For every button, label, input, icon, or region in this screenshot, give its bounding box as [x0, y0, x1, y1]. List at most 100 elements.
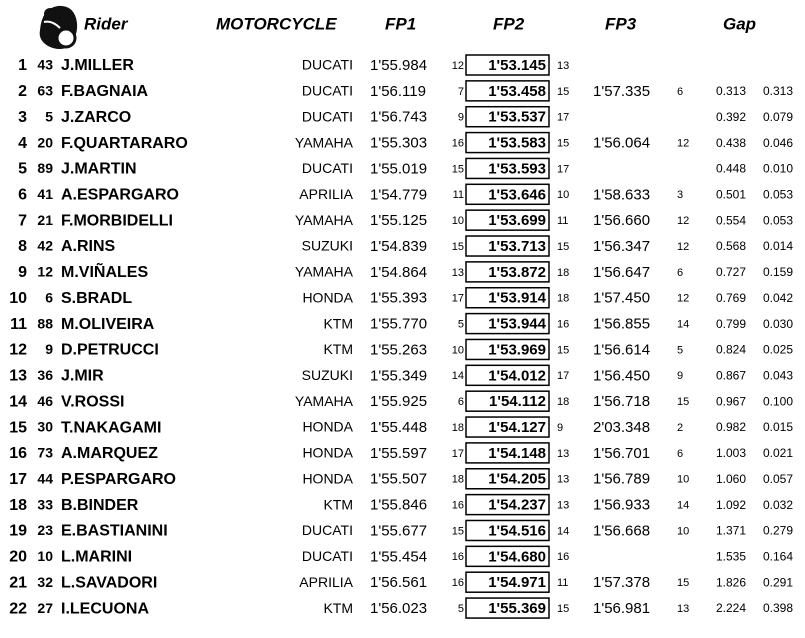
fp2-best-box: [465, 468, 550, 490]
rider-name: A.MARQUEZ: [61, 445, 158, 462]
rider-name: V.ROSSI: [61, 393, 124, 410]
header-fp3: FP3: [605, 14, 637, 33]
fp3-time: 1'56.855: [593, 316, 650, 333]
gap-previous: 0.291: [763, 575, 793, 589]
position: 22: [9, 600, 27, 617]
fp1-time: 1'54.864: [370, 264, 427, 281]
fp3-laps: 15: [677, 577, 689, 589]
fp3-time: 1'56.701: [593, 445, 650, 462]
header-fp1: FP1: [385, 14, 416, 33]
fp3-laps: 2: [677, 422, 683, 434]
gap-previous: 0.032: [763, 498, 793, 512]
fp2-time: 1'54.971: [488, 574, 546, 591]
gap-first: 0.448: [716, 162, 746, 176]
motorcycle: HONDA: [302, 470, 353, 486]
motorcycle: APRILIA: [299, 574, 353, 590]
fp2-laps: 9: [557, 422, 563, 434]
fp2-laps: 11: [557, 577, 568, 589]
fp2-laps: 17: [557, 112, 569, 124]
gap-first: 0.727: [716, 265, 746, 279]
gap-previous: 0.025: [763, 343, 793, 357]
motorcycle: APRILIA: [299, 186, 353, 202]
fp3-laps: 6: [677, 267, 683, 279]
fp2-time: 1'53.914: [488, 290, 546, 307]
fp2-time: 1'54.237: [488, 497, 546, 514]
gap-previous: 0.014: [763, 239, 793, 253]
fp2-laps: 14: [557, 525, 569, 537]
fp2-laps: 18: [557, 396, 569, 408]
fp2-time: 1'54.012: [488, 367, 546, 384]
rider-number: 33: [37, 496, 53, 512]
fp2-laps: 17: [557, 370, 569, 382]
motorcycle: SUZUKI: [302, 367, 353, 383]
fp3-laps: 12: [677, 293, 689, 305]
fp2-laps: 15: [557, 86, 569, 98]
motorcycle: DUCATI: [302, 108, 353, 124]
fp1-laps: 16: [452, 137, 464, 149]
fp1-laps: 10: [452, 215, 464, 227]
gap-first: 1.535: [716, 550, 746, 564]
rider-number: 9: [45, 341, 53, 357]
rider-number: 30: [37, 419, 53, 435]
fp2-best-box: [465, 597, 550, 619]
position: 15: [9, 419, 27, 436]
rider-name: J.ZARCO: [61, 109, 131, 126]
fp1-laps: 5: [458, 603, 464, 615]
gap-previous: 0.279: [763, 524, 793, 538]
rider-name: L.MARINI: [61, 549, 132, 566]
motorcycle: KTM: [323, 600, 353, 616]
fp3-laps: 14: [677, 319, 689, 331]
fp2-laps: 15: [557, 344, 569, 356]
rider-name: F.QUARTARARO: [61, 135, 188, 152]
fp1-laps: 18: [452, 422, 464, 434]
fp2-best-box: [465, 183, 550, 206]
gap-first: 2.224: [716, 601, 746, 615]
rider-number: 32: [37, 574, 53, 590]
rider-name: J.MILLER: [61, 57, 134, 74]
fp2-laps: 17: [557, 163, 569, 175]
gap-first: 1.826: [716, 575, 746, 589]
fp1-laps: 16: [452, 551, 464, 563]
position: 19: [9, 523, 27, 540]
fp2-best-box: [465, 545, 550, 568]
fp2-time: 1'54.680: [488, 548, 546, 565]
fp3-time: 1'57.335: [593, 83, 650, 100]
rider-number: 36: [37, 367, 53, 383]
position: 14: [9, 393, 27, 410]
fp3-time: 1'56.668: [593, 522, 650, 539]
fp2-time: 1'53.593: [488, 160, 546, 177]
fp2-laps: 10: [557, 189, 569, 201]
fp3-laps: 15: [677, 396, 689, 408]
fp3-laps: 5: [677, 344, 683, 356]
gap-first: 0.554: [716, 213, 746, 227]
fp2-time: 1'53.458: [488, 83, 546, 100]
fp1-laps: 12: [452, 60, 464, 72]
position: 7: [18, 212, 27, 229]
motorcycle: KTM: [323, 341, 353, 357]
rider-number: 6: [45, 289, 53, 305]
gap-first: 0.824: [716, 343, 746, 357]
motorcycle: HONDA: [302, 445, 353, 461]
fp2-best-box: [465, 209, 550, 231]
fp1-laps: 7: [458, 86, 464, 98]
header-gap: Gap: [723, 14, 756, 33]
motorcycle: YAMAHA: [295, 134, 354, 150]
fp3-time: 1'56.718: [593, 393, 650, 410]
fp2-time: 1'53.944: [488, 316, 546, 333]
motorcycle: KTM: [323, 315, 353, 331]
fp1-laps: 17: [452, 293, 464, 305]
header-motorcycle: MOTORCYCLE: [216, 14, 337, 33]
fp2-best-box: [465, 105, 550, 128]
fp1-time: 1'55.846: [370, 497, 427, 514]
gap-first: 0.769: [716, 291, 746, 305]
motorcycle: DUCATI: [302, 83, 353, 99]
fp2-best-box: [465, 157, 550, 180]
fp1-time: 1'54.779: [370, 186, 427, 203]
fp2-time: 1'53.872: [488, 264, 546, 281]
rider-number: 10: [37, 548, 53, 564]
fp2-time: 1'53.145: [488, 57, 546, 74]
fp1-laps: 15: [452, 241, 464, 253]
fp1-time: 1'55.349: [370, 367, 427, 384]
fp2-best-box: [465, 571, 550, 593]
